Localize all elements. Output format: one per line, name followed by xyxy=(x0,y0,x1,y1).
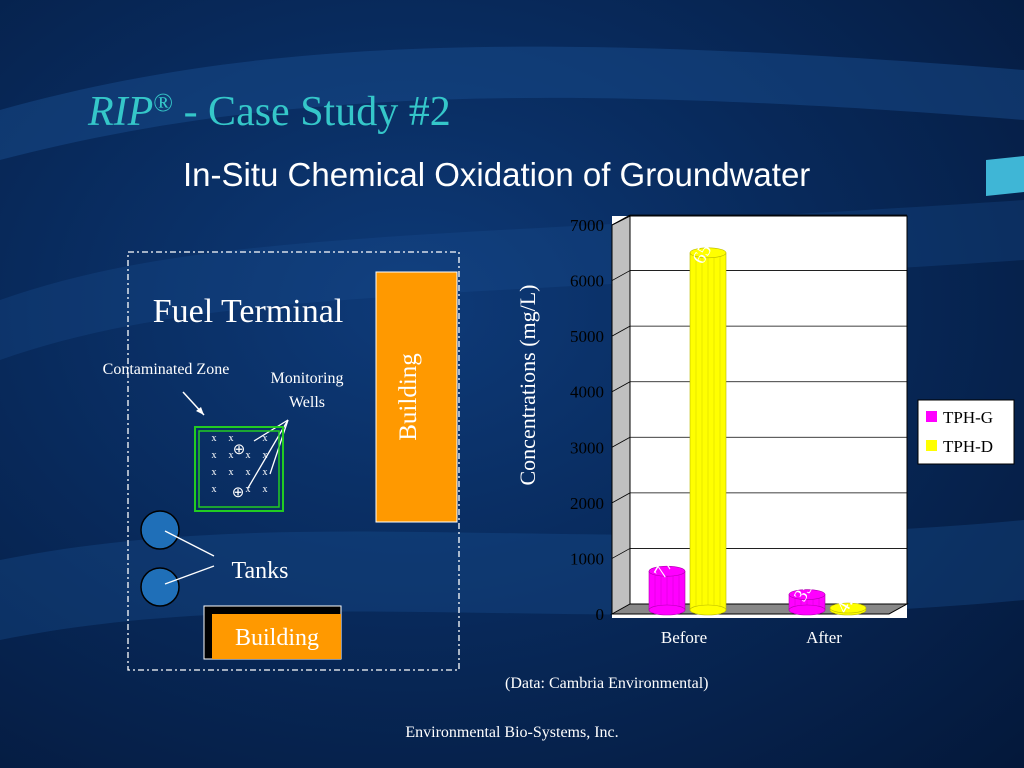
contamination-x-mark: x xyxy=(212,433,217,444)
slide-subtitle: In-Situ Chemical Oxidation of Groundwate… xyxy=(183,156,811,193)
gridline xyxy=(611,436,631,448)
gridline xyxy=(611,214,631,226)
contamination-x-mark: x xyxy=(246,484,251,495)
y-tick-label: 7000 xyxy=(570,216,604,235)
y-tick-label: 4000 xyxy=(570,383,604,402)
x-tick-label: Before xyxy=(661,628,707,647)
gridline xyxy=(611,381,631,393)
title-rest: - Case Study #2 xyxy=(173,89,451,135)
title-rip: RIP xyxy=(88,89,154,135)
footer-company: Environmental Bio-Systems, Inc. xyxy=(405,724,619,741)
slide-title: RIP® - Case Study #2 xyxy=(88,88,451,136)
y-tick-label: 5000 xyxy=(570,327,604,346)
contamination-x-mark: x xyxy=(212,467,217,478)
registered-mark: ® xyxy=(153,88,174,117)
building-bottom-label: Building xyxy=(235,625,319,651)
tank-arrow-1 xyxy=(164,530,215,557)
fuel-terminal-label: Fuel Terminal xyxy=(153,293,344,330)
y-axis-ticks: 0 1000 2000 3000 4000 5000 6000 7000 xyxy=(570,216,604,624)
contaminated-zone-box xyxy=(194,426,284,512)
y-tick-label: 6000 xyxy=(570,272,604,291)
grid xyxy=(611,214,907,559)
tanks-label: Tanks xyxy=(232,558,289,584)
bar-tph-g-before xyxy=(648,565,686,616)
y-tick-label: 2000 xyxy=(570,494,604,513)
tank-icon xyxy=(140,510,180,550)
contaminated-zone-inner xyxy=(198,430,280,508)
legend: TPH-G TPH-D xyxy=(917,399,1015,465)
building-vertical-label: Building xyxy=(395,353,422,441)
building-bottom xyxy=(212,614,341,659)
contamination-x-mark: x xyxy=(229,433,234,444)
x-tick-label: After xyxy=(806,628,842,647)
legend-swatch-tph-d xyxy=(926,440,937,451)
contamination-x-mark: x xyxy=(212,450,217,461)
contamination-marks: x x xx x x xx x x xx x x xyxy=(212,433,268,495)
bar-tph-d-before xyxy=(689,247,727,616)
y-tick-label: 3000 xyxy=(570,438,604,457)
y-axis-label: Concentrations (mg/L) xyxy=(515,284,540,485)
gridline xyxy=(611,325,631,337)
contamination-x-mark: x xyxy=(263,433,268,444)
contamination-x-mark: x xyxy=(212,484,217,495)
contamination-x-mark: x xyxy=(229,467,234,478)
gridline xyxy=(611,492,631,504)
y-tick-label: 0 xyxy=(596,605,605,624)
legend-box xyxy=(917,399,1015,465)
contamination-x-mark: x xyxy=(229,450,234,461)
legend-swatch-tph-g xyxy=(926,411,937,422)
gridline xyxy=(611,548,631,559)
bar-tph-d-after xyxy=(829,602,867,616)
bar-tph-g-after xyxy=(788,589,826,616)
contamination-x-mark: x xyxy=(246,467,251,478)
gridline xyxy=(611,270,631,281)
x-axis-ticks: Before After xyxy=(661,628,842,647)
monitoring-well-icon: ⊕ xyxy=(232,485,245,501)
contamination-x-mark: x xyxy=(263,450,268,461)
monitoring-well-icon: ⊕ xyxy=(233,442,246,458)
well-arrow-2 xyxy=(247,419,289,489)
y-tick-label: 1000 xyxy=(570,549,604,568)
site-boundary xyxy=(127,251,460,671)
data-source-note: (Data: Cambria Environmental) xyxy=(505,675,709,692)
contaminated-zone-label: Contaminated Zone xyxy=(103,361,230,378)
contamination-x-mark: x xyxy=(263,484,268,495)
contamination-x-mark: x xyxy=(263,467,268,478)
monitoring-wells-label-line2: Wells xyxy=(289,394,325,411)
monitoring-wells-label-line1: Monitoring xyxy=(271,370,344,387)
legend-label-tph-d: TPH-D xyxy=(943,437,993,456)
building-vertical xyxy=(375,271,458,523)
tank-icon xyxy=(140,567,180,607)
contamination-x-mark: x xyxy=(246,450,251,461)
legend-label-tph-g: TPH-G xyxy=(943,408,993,427)
tank-arrow-2 xyxy=(164,565,215,585)
arrowhead-icon xyxy=(196,407,204,415)
